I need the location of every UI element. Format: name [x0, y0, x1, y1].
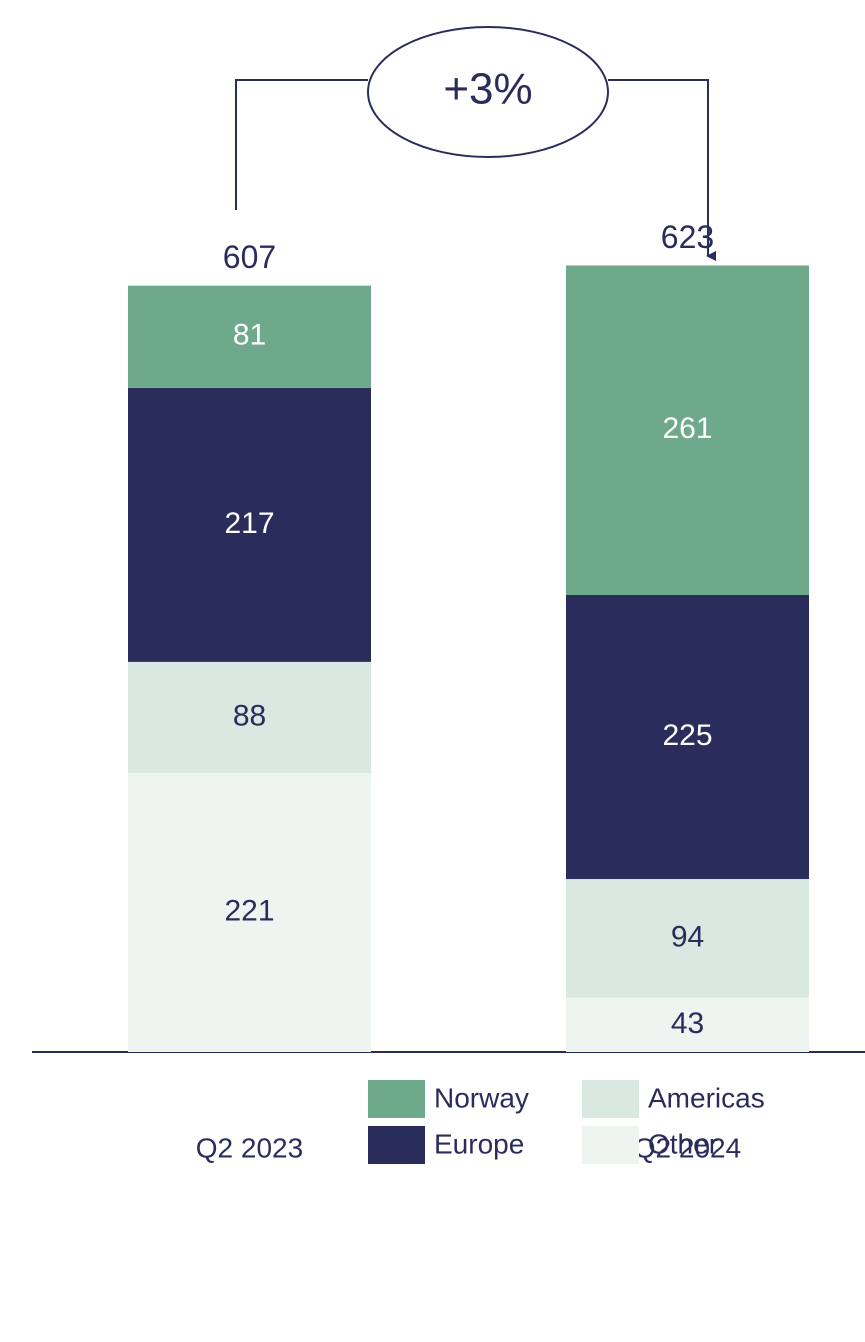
data-label: 225: [662, 719, 712, 752]
legend-swatch: [582, 1080, 639, 1118]
data-label: 217: [224, 507, 274, 540]
legend-label: Europe: [434, 1128, 524, 1159]
bar-segment: [128, 387, 371, 662]
data-label: 43: [671, 1007, 704, 1040]
legend-swatch: [582, 1126, 639, 1164]
annotation-bubble: [367, 26, 609, 158]
annotation: +3%: [443, 65, 532, 114]
bar-segment: [566, 265, 809, 595]
legend-label: Other: [648, 1128, 718, 1159]
legend-swatch: [368, 1126, 425, 1164]
data-label: 81: [233, 319, 266, 352]
bar-segment: [566, 997, 809, 1052]
bar-segment: [566, 594, 809, 880]
x-tick-label: Q2 2024: [634, 1132, 741, 1163]
data-label: 88: [233, 699, 266, 732]
bar-segment: [128, 772, 371, 1052]
legend-label: Norway: [434, 1082, 529, 1113]
connector: [235, 79, 368, 210]
bar-segment: [128, 285, 371, 388]
bar-segment: [566, 879, 809, 998]
x-tick-label: Q2 2023: [196, 1132, 303, 1163]
legend-label: Americas: [648, 1082, 765, 1113]
total-label: 623: [661, 219, 714, 255]
data-label: 94: [671, 920, 704, 953]
data-label: 221: [224, 894, 274, 927]
connector-arrow: [608, 79, 716, 261]
total-label: 607: [223, 239, 276, 275]
data-label: 261: [662, 412, 712, 445]
bar-segment: [128, 661, 371, 773]
legend-swatch: [368, 1080, 425, 1118]
